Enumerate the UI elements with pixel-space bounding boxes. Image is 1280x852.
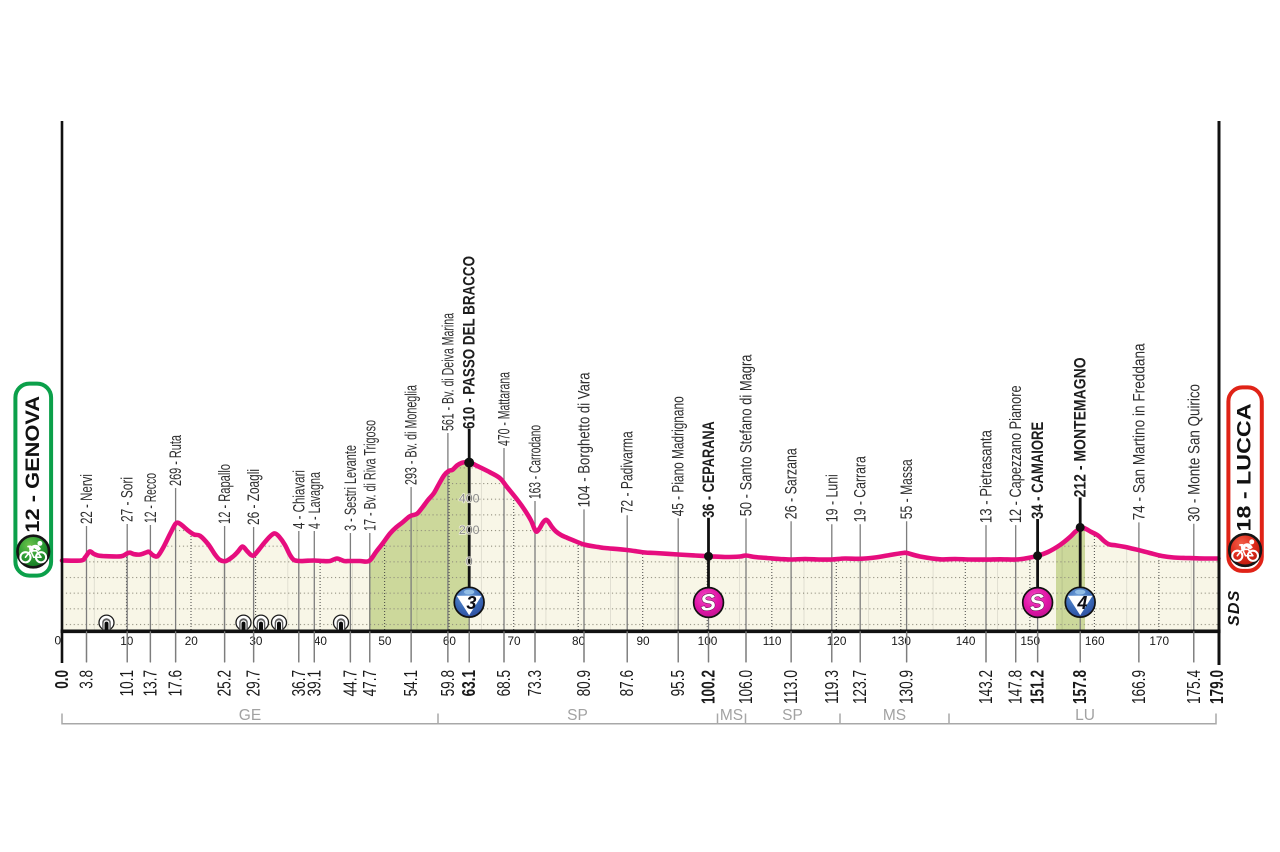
svg-text:13 - Pietrasanta: 13 - Pietrasanta bbox=[977, 430, 996, 523]
svg-text:SDS: SDS bbox=[1226, 590, 1243, 627]
svg-text:80.9: 80.9 bbox=[574, 670, 594, 696]
svg-text:400: 400 bbox=[459, 492, 480, 506]
svg-text:561 - Bv. di Deiva Marina: 561 - Bv. di Deiva Marina bbox=[438, 313, 457, 431]
svg-text:0.0: 0.0 bbox=[52, 670, 72, 689]
svg-text:163 - Carrodano: 163 - Carrodano bbox=[526, 425, 545, 499]
svg-text:30: 30 bbox=[249, 634, 263, 648]
svg-text:0: 0 bbox=[54, 634, 61, 648]
svg-text:130: 130 bbox=[891, 634, 911, 648]
svg-text:100.2: 100.2 bbox=[699, 670, 719, 704]
svg-text:179.0: 179.0 bbox=[1207, 670, 1227, 704]
svg-text:68.5: 68.5 bbox=[494, 670, 514, 696]
svg-text:40: 40 bbox=[314, 634, 328, 648]
svg-text:470 - Mattarana: 470 - Mattarana bbox=[495, 372, 514, 446]
svg-text:104 - Borghetto di Vara: 104 - Borghetto di Vara bbox=[575, 372, 594, 507]
svg-text:123.7: 123.7 bbox=[850, 670, 870, 704]
svg-text:13.7: 13.7 bbox=[140, 670, 160, 696]
svg-text:72 - Padivarma: 72 - Padivarma bbox=[618, 431, 637, 513]
svg-text:47.7: 47.7 bbox=[360, 670, 380, 696]
svg-text:4 - Lavagna: 4 - Lavagna bbox=[305, 472, 324, 529]
svg-text:MS: MS bbox=[720, 707, 743, 724]
svg-text:50 - Santo Stefano di Magra: 50 - Santo Stefano di Magra bbox=[737, 354, 756, 516]
svg-text:GE: GE bbox=[239, 707, 261, 724]
svg-text:39.1: 39.1 bbox=[304, 670, 324, 696]
svg-text:80: 80 bbox=[572, 634, 586, 648]
svg-text:25.2: 25.2 bbox=[215, 670, 235, 696]
svg-text:54.1: 54.1 bbox=[401, 670, 421, 696]
svg-text:34 - CAMAIORE: 34 - CAMAIORE bbox=[1028, 422, 1047, 519]
svg-text:44.7: 44.7 bbox=[340, 670, 360, 696]
svg-text:293 - Bv. di Moneglia: 293 - Bv. di Moneglia bbox=[402, 385, 421, 485]
svg-text:143.2: 143.2 bbox=[976, 670, 996, 704]
svg-text:147.8: 147.8 bbox=[1006, 670, 1026, 704]
svg-text:12 - GENOVA: 12 - GENOVA bbox=[23, 396, 44, 533]
svg-text:157.8: 157.8 bbox=[1070, 670, 1090, 704]
svg-text:95.5: 95.5 bbox=[668, 670, 688, 696]
svg-text:87.6: 87.6 bbox=[617, 670, 637, 696]
svg-text:SP: SP bbox=[567, 707, 588, 724]
svg-text:45 - Piano Madrignano: 45 - Piano Madrignano bbox=[669, 396, 688, 516]
svg-text:212 - MONTEMAGNO: 212 - MONTEMAGNO bbox=[1071, 357, 1090, 497]
svg-text:106.0: 106.0 bbox=[736, 670, 756, 704]
svg-text:170: 170 bbox=[1149, 634, 1169, 648]
svg-text:27 - Sori: 27 - Sori bbox=[118, 477, 137, 522]
svg-text:175.4: 175.4 bbox=[1184, 670, 1204, 704]
svg-text:36.7: 36.7 bbox=[289, 670, 309, 696]
svg-text:4 - Chiavari: 4 - Chiavari bbox=[289, 470, 308, 529]
svg-text:3: 3 bbox=[466, 593, 476, 613]
svg-text:17 - Bv. di Riva Trigoso: 17 - Bv. di Riva Trigoso bbox=[360, 420, 379, 531]
svg-text:S: S bbox=[1028, 588, 1047, 616]
svg-text:SP: SP bbox=[782, 707, 803, 724]
svg-text:166.9: 166.9 bbox=[1129, 670, 1149, 704]
svg-text:200: 200 bbox=[459, 523, 480, 537]
svg-text:12 - Capezzano Pianore: 12 - Capezzano Pianore bbox=[1006, 385, 1025, 523]
svg-text:22 - Nervi: 22 - Nervi bbox=[77, 474, 96, 524]
svg-text:MS: MS bbox=[883, 707, 906, 724]
svg-text:55 - Massa: 55 - Massa bbox=[897, 459, 916, 519]
svg-text:120: 120 bbox=[827, 634, 847, 648]
svg-text:3 - Sestri Levante: 3 - Sestri Levante bbox=[341, 445, 360, 531]
svg-text:119.3: 119.3 bbox=[822, 670, 842, 704]
svg-text:3.8: 3.8 bbox=[77, 670, 97, 689]
svg-text:36 - CEPARANA: 36 - CEPARANA bbox=[699, 421, 718, 518]
svg-text:150: 150 bbox=[1020, 634, 1040, 648]
svg-text:610 - PASSO DEL BRACCO: 610 - PASSO DEL BRACCO bbox=[460, 256, 479, 429]
svg-text:19 - Luni: 19 - Luni bbox=[822, 474, 841, 522]
svg-text:110: 110 bbox=[763, 634, 782, 648]
svg-text:18 - LUCCA: 18 - LUCCA bbox=[1235, 403, 1256, 531]
svg-text:73.3: 73.3 bbox=[525, 670, 545, 696]
svg-text:74 - San Martino in Freddana: 74 - San Martino in Freddana bbox=[1129, 343, 1148, 520]
svg-text:63.1: 63.1 bbox=[459, 670, 479, 696]
svg-text:140: 140 bbox=[956, 634, 976, 648]
svg-text:LU: LU bbox=[1075, 707, 1095, 724]
svg-text:160: 160 bbox=[1085, 634, 1105, 648]
svg-text:113.0: 113.0 bbox=[781, 670, 801, 704]
svg-text:151.2: 151.2 bbox=[1028, 670, 1048, 704]
svg-text:70: 70 bbox=[507, 634, 521, 648]
svg-text:130.9: 130.9 bbox=[897, 670, 917, 704]
svg-text:12 - Rapallo: 12 - Rapallo bbox=[215, 464, 234, 524]
svg-text:50: 50 bbox=[378, 634, 392, 648]
svg-text:26 - Zoagli: 26 - Zoagli bbox=[244, 469, 263, 525]
svg-text:10.1: 10.1 bbox=[117, 670, 137, 696]
svg-text:100: 100 bbox=[698, 634, 718, 648]
svg-text:269 - Ruta: 269 - Ruta bbox=[166, 435, 185, 486]
svg-text:30 - Monte San Quirico: 30 - Monte San Quirico bbox=[1184, 384, 1203, 522]
svg-text:19 - Carrara: 19 - Carrara bbox=[851, 456, 870, 522]
svg-text:26 - Sarzana: 26 - Sarzana bbox=[782, 448, 801, 519]
svg-text:90: 90 bbox=[636, 634, 650, 648]
svg-text:17.6: 17.6 bbox=[166, 670, 186, 696]
svg-text:29.7: 29.7 bbox=[244, 670, 264, 696]
svg-text:12 - Recco: 12 - Recco bbox=[141, 473, 160, 523]
svg-text:59.8: 59.8 bbox=[438, 670, 458, 696]
svg-text:S: S bbox=[699, 588, 718, 616]
svg-text:20: 20 bbox=[185, 634, 199, 648]
svg-text:4: 4 bbox=[1076, 593, 1087, 613]
svg-text:0: 0 bbox=[466, 554, 473, 568]
svg-text:60: 60 bbox=[443, 634, 457, 648]
